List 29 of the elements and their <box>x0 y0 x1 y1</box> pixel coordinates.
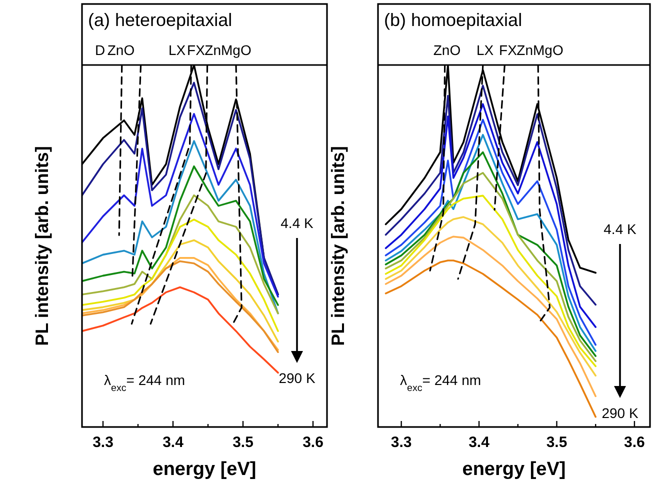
y-axis-title: PL intensity [arb. units] <box>32 146 52 346</box>
x-axis-title: energy [eV] <box>462 459 566 480</box>
annotation: λ$_{exc}$= 244 nm <box>400 372 482 394</box>
text: ZnMgO <box>204 42 252 58</box>
chart-title: (a) heteroepitaxial <box>88 10 232 30</box>
x-tick-label: 3.4 <box>162 434 184 451</box>
x-tick-label: 3.5 <box>546 434 568 451</box>
x-axis-title: energy [eV] <box>152 459 256 480</box>
x-tick-label: 3.6 <box>624 434 645 451</box>
annotation: 290 K <box>602 405 639 421</box>
text: LX <box>476 42 494 58</box>
text: FX <box>187 42 206 58</box>
x-tick-label: 3.6 <box>302 434 324 451</box>
y-axis-title: PL intensity [arb. units] <box>328 146 348 346</box>
text: LX <box>168 42 186 58</box>
chart-title: (b) homoepitaxial <box>384 10 522 30</box>
x-tick-label: 3.3 <box>92 434 114 451</box>
annotation: 4.4 K <box>604 221 637 237</box>
annotation: λ$_{exc}$= 244 nm <box>104 372 186 394</box>
text: D <box>94 42 106 58</box>
text: ZnO <box>433 42 461 58</box>
text: ZnMgO <box>516 42 564 58</box>
x-tick-label: 3.5 <box>232 434 254 451</box>
x-tick-label: 3.4 <box>468 434 490 451</box>
x-tick-label: 3.3 <box>390 434 412 451</box>
text: ZnO <box>107 42 135 58</box>
annotation: 290 K <box>278 370 316 386</box>
annotation: 4.4 K <box>280 215 314 231</box>
text: FX <box>499 42 518 58</box>
